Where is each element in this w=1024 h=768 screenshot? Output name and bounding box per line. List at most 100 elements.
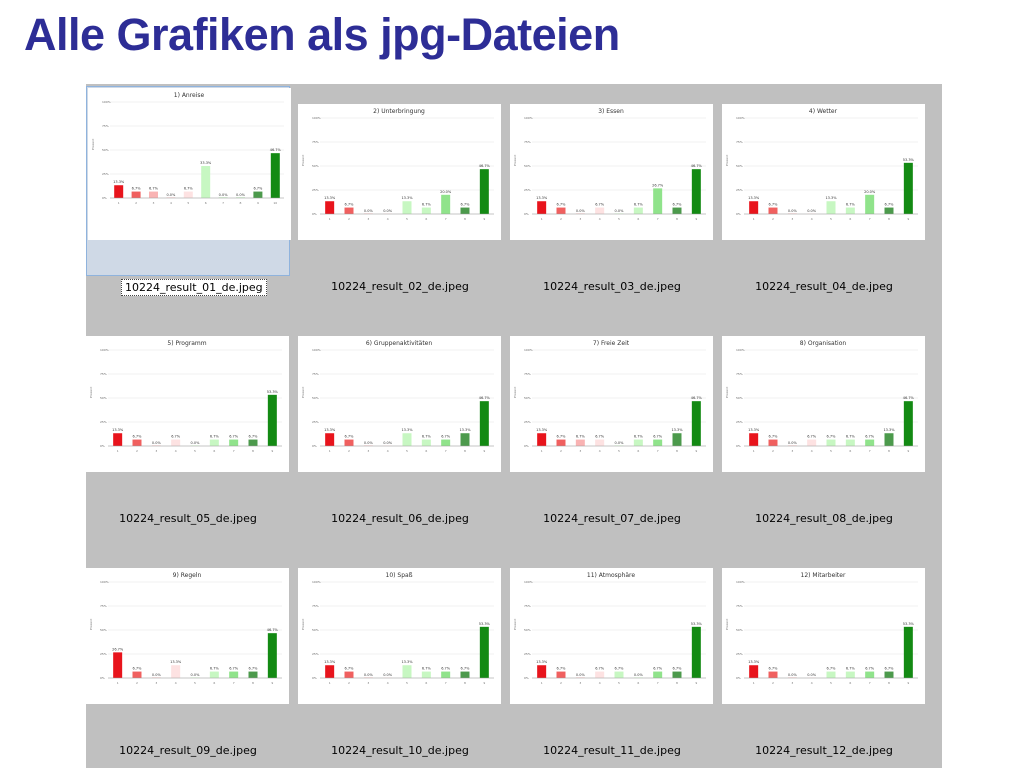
bar: [826, 439, 836, 446]
thumbnail-image[interactable]: 3) Essen 0% 25% 50% 75% 100% Prozent 13.3% 6.7% 0…: [510, 104, 713, 240]
category-label: 9: [907, 217, 909, 221]
thumbnail-item[interactable]: 1) Anreise 0% 25% 50% 75% 100% Prozent 13.3% 6.7…: [86, 86, 291, 296]
bar: [749, 433, 759, 446]
category-label: 1: [753, 681, 755, 685]
thumbnail-image[interactable]: 10) Spaß 0% 25% 50% 75% 100% Prozent 13.3% 6.7% 0…: [298, 568, 501, 704]
bar-label: 6.7%: [133, 435, 143, 439]
thumbnail-image[interactable]: 2) Unterbringung 0% 25% 50% 75% 100% Prozent 13…: [298, 104, 501, 240]
tick-label: 50%: [100, 396, 107, 400]
bar-label: 0.0%: [191, 441, 201, 445]
bar-chart: 3) Essen 0% 25% 50% 75% 100% Prozent 13.3% 6.7% 0…: [513, 108, 706, 221]
thumbnail-filename[interactable]: 10224_result_04_de.jpeg: [755, 280, 893, 293]
thumbnail-item[interactable]: 6) Gruppenaktivitäten 0% 25% 50% 75% 100% Proz…: [298, 318, 510, 550]
thumbnail-image[interactable]: 4) Wetter 0% 25% 50% 75% 100% Prozent 13.3% 6.7%…: [722, 104, 925, 240]
tick-label: 100%: [524, 580, 533, 584]
tick-label: 25%: [100, 652, 107, 656]
category-label: 6: [213, 681, 215, 685]
thumbnail-item[interactable]: 2) Unterbringung 0% 25% 50% 75% 100% Prozent 13…: [298, 86, 510, 318]
thumbnail-item[interactable]: 9) Regeln 0% 25% 50% 75% 100% Prozent 26.7% 6.7%…: [86, 550, 298, 768]
bar-label: 13.3%: [459, 428, 471, 432]
category-label: 5: [618, 217, 620, 221]
bar: [114, 185, 124, 198]
category-label: 3: [155, 449, 157, 453]
thumbnail-image[interactable]: 11) Atmosphäre 0% 25% 50% 75% 100% Prozent 13.3…: [510, 568, 713, 704]
bar: [537, 433, 547, 446]
category-label: 7: [233, 681, 235, 685]
thumbnail-item[interactable]: 5) Programm 0% 25% 50% 75% 100% Prozent 13.3% 6.…: [86, 318, 298, 550]
bar-label: 0.0%: [236, 193, 246, 197]
thumbnail-image[interactable]: 1) Anreise 0% 25% 50% 75% 100% Prozent 13.3% 6.7…: [88, 88, 291, 240]
thumbnail-item[interactable]: 4) Wetter 0% 25% 50% 75% 100% Prozent 13.3% 6.7%…: [722, 86, 934, 318]
bar-label: 6.7%: [229, 435, 239, 439]
bar-label: 6.7%: [171, 435, 181, 439]
category-label: 2: [772, 449, 774, 453]
thumbnail-item[interactable]: 7) Freie Zeit 0% 25% 50% 75% 100% Prozent 13.3%…: [510, 318, 722, 550]
bar-label: 6.7%: [653, 667, 663, 671]
thumbnail-item[interactable]: 3) Essen 0% 25% 50% 75% 100% Prozent 13.3% 6.7% 0…: [510, 86, 722, 318]
tick-label: 75%: [312, 372, 319, 376]
bar-label: 6.7%: [846, 667, 856, 671]
bar-label: 6.7%: [846, 435, 856, 439]
thumbnail-image[interactable]: 6) Gruppenaktivitäten 0% 25% 50% 75% 100% Proz…: [298, 336, 501, 472]
y-axis-label: Prozent: [301, 386, 305, 398]
bar-label: 0.0%: [364, 209, 374, 213]
thumbnail-image[interactable]: 7) Freie Zeit 0% 25% 50% 75% 100% Prozent 13.3%…: [510, 336, 713, 472]
category-label: 1: [118, 201, 120, 205]
bar-label: 6.7%: [846, 203, 856, 207]
bar-chart: 12) Mitarbeiter 0% 25% 50% 75% 100% Prozent 13.…: [725, 572, 918, 685]
bar: [845, 439, 855, 446]
bar-label: 13.3%: [748, 660, 760, 664]
bar: [595, 671, 605, 678]
bar-label: 6.7%: [865, 667, 875, 671]
category-label: 9: [271, 449, 273, 453]
bar-label: 13.3%: [112, 428, 124, 432]
category-label: 5: [830, 681, 832, 685]
tick-label: 50%: [524, 164, 531, 168]
category-label: 2: [560, 681, 562, 685]
thumbnail-image[interactable]: 9) Regeln 0% 25% 50% 75% 100% Prozent 26.7% 6.7%…: [86, 568, 289, 704]
bar: [421, 207, 431, 214]
thumbnail-filename[interactable]: 10224_result_05_de.jpeg: [119, 512, 257, 525]
category-label: 9: [695, 217, 697, 221]
y-axis-label: Prozent: [89, 618, 93, 630]
bar-label: 6.7%: [673, 203, 683, 207]
bar-label: 6.7%: [184, 187, 194, 191]
bar: [903, 626, 913, 678]
tick-label: 75%: [736, 140, 743, 144]
thumbnail-item[interactable]: 8) Organisation 0% 25% 50% 75% 100% Prozent 13.…: [722, 318, 934, 550]
thumbnail-filename[interactable]: 10224_result_10_de.jpeg: [331, 744, 469, 757]
category-label: 7: [657, 681, 659, 685]
thumbnail-filename[interactable]: 10224_result_06_de.jpeg: [331, 512, 469, 525]
thumbnail-filename[interactable]: 10224_result_02_de.jpeg: [331, 280, 469, 293]
category-label: 3: [579, 449, 581, 453]
thumbnail-item[interactable]: 10) Spaß 0% 25% 50% 75% 100% Prozent 13.3% 6.7% 0…: [298, 550, 510, 768]
tick-label: 25%: [312, 188, 319, 192]
thumbnail-item[interactable]: 12) Mitarbeiter 0% 25% 50% 75% 100% Prozent 13.…: [722, 550, 934, 768]
thumbnail-filename[interactable]: 10224_result_08_de.jpeg: [755, 512, 893, 525]
thumbnail-filename[interactable]: 10224_result_01_de.jpeg: [121, 279, 267, 296]
thumbnail-image[interactable]: 12) Mitarbeiter 0% 25% 50% 75% 100% Prozent 13.…: [722, 568, 925, 704]
bar-label: 0.0%: [788, 441, 798, 445]
bar: [749, 201, 759, 214]
thumbnail-item[interactable]: 11) Atmosphäre 0% 25% 50% 75% 100% Prozent 13.3…: [510, 550, 722, 768]
bar-label: 6.7%: [769, 667, 779, 671]
thumbnail-filename[interactable]: 10224_result_12_de.jpeg: [755, 744, 893, 757]
bar-label: 0.0%: [788, 209, 798, 213]
thumbnail-filename[interactable]: 10224_result_03_de.jpeg: [543, 280, 681, 293]
bar-label: 0.0%: [788, 673, 798, 677]
bar-chart: 6) Gruppenaktivitäten 0% 25% 50% 75% 100% Proz…: [301, 340, 494, 453]
thumbnail-filename[interactable]: 10224_result_09_de.jpeg: [119, 744, 257, 757]
bar-label: 13.3%: [324, 196, 336, 200]
thumbnail-image[interactable]: 5) Programm 0% 25% 50% 75% 100% Prozent 13.3% 6.…: [86, 336, 289, 472]
thumbnail-image[interactable]: 8) Organisation 0% 25% 50% 75% 100% Prozent 13.…: [722, 336, 925, 472]
bar-label: 6.7%: [827, 667, 837, 671]
thumbnail-filename[interactable]: 10224_result_07_de.jpeg: [543, 512, 681, 525]
bar-label: 13.3%: [324, 660, 336, 664]
thumbnail-filename[interactable]: 10224_result_11_de.jpeg: [543, 744, 681, 757]
category-label: 3: [153, 201, 155, 205]
chart-title: 12) Mitarbeiter: [801, 572, 846, 579]
bar-label: 6.7%: [253, 187, 263, 191]
bar: [479, 401, 489, 446]
thumbnail-browser[interactable]: 1) Anreise 0% 25% 50% 75% 100% Prozent 13.3% 6.7…: [86, 84, 942, 768]
bar-label: 0.0%: [191, 673, 201, 677]
